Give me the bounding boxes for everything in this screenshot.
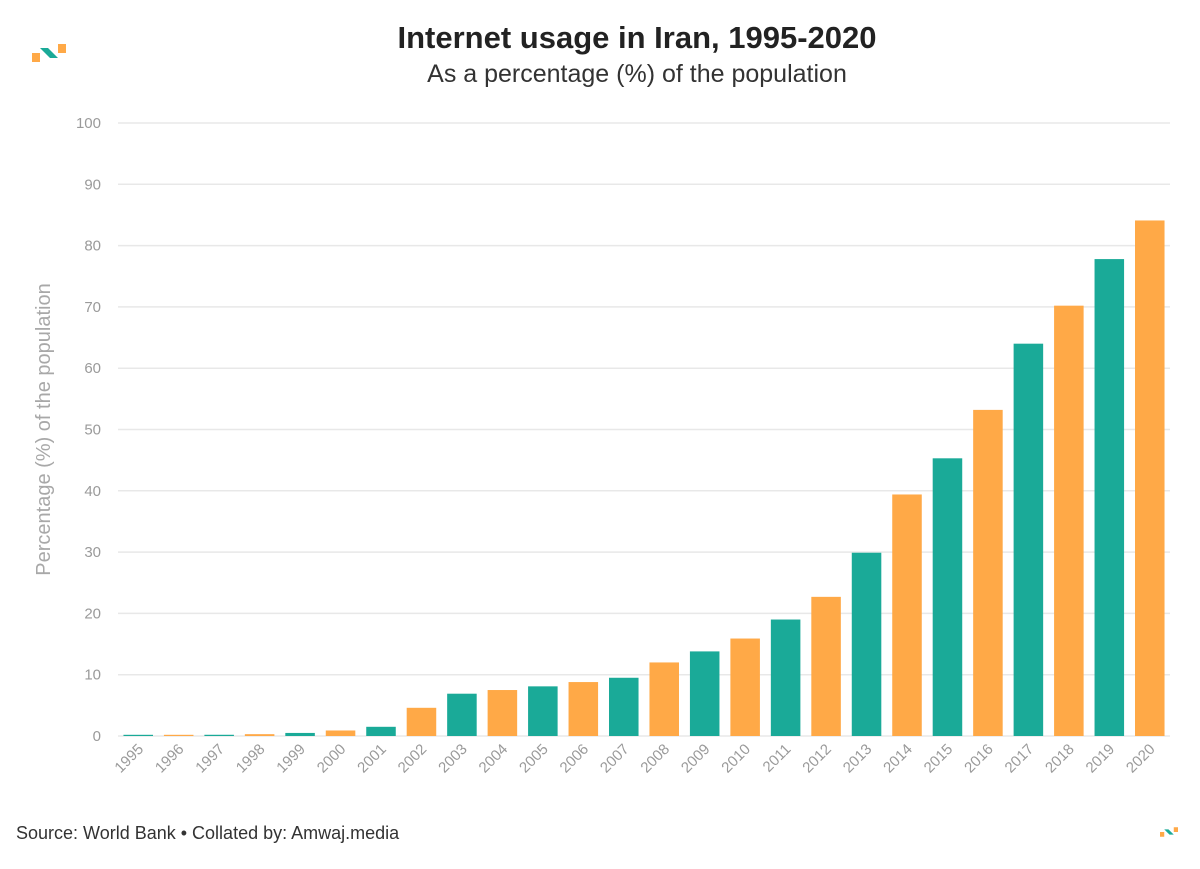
y-tick-label: 20: [84, 605, 101, 622]
bar-2006: [568, 682, 599, 736]
x-tick-label: 1995: [111, 741, 147, 777]
x-tick-label: 2016: [961, 741, 997, 777]
x-tick-label: 2018: [1042, 741, 1078, 777]
bar-2007: [609, 677, 639, 736]
x-tick-label: 2008: [637, 741, 673, 777]
x-tick-label: 2001: [354, 741, 390, 777]
bar-2003: [447, 693, 477, 736]
bar-2012: [811, 596, 841, 736]
bar-2004: [487, 690, 518, 736]
y-tick-label: 70: [84, 299, 101, 316]
x-tick-label: 1998: [233, 741, 269, 777]
bar-1995: [123, 734, 153, 736]
bar-2010: [730, 638, 760, 736]
x-tick-label: 2003: [435, 741, 471, 777]
x-tick-label: 2011: [760, 741, 795, 776]
x-tick-label: 2002: [395, 741, 431, 777]
x-tick-label: 2014: [880, 741, 916, 777]
y-tick-label: 100: [76, 115, 101, 132]
x-tick-label: 1999: [273, 741, 309, 777]
x-tick-label: 2020: [1123, 741, 1159, 777]
bar-1997: [204, 734, 234, 736]
y-tick-label: 10: [84, 667, 101, 684]
x-tick-label: 2000: [314, 741, 350, 777]
bar-1999: [285, 732, 315, 736]
bar-2018: [1054, 305, 1084, 736]
x-tick-label: 2009: [678, 741, 714, 777]
bar-1996: [163, 734, 194, 736]
x-tick-label: 2005: [516, 741, 552, 777]
y-tick-label: 80: [84, 238, 101, 255]
bar-2002: [406, 707, 437, 736]
y-tick-label: 50: [84, 422, 101, 439]
bar-2014: [892, 494, 922, 736]
amwaj-logo-icon: [32, 44, 66, 62]
x-tick-label: 1996: [152, 741, 188, 777]
y-tick-label: 40: [84, 483, 101, 500]
bar-2008: [649, 662, 679, 736]
bar-1998: [244, 734, 275, 736]
y-tick-label: 0: [93, 728, 101, 745]
x-tick-label: 2004: [476, 741, 512, 777]
bar-2013: [851, 552, 882, 736]
x-tick-label: 1997: [192, 741, 228, 777]
bar-2011: [770, 619, 801, 736]
bar-2000: [325, 730, 356, 736]
amwaj-logo-small-icon: [1160, 827, 1178, 837]
y-tick-label: 30: [84, 544, 101, 561]
x-tick-label: 2019: [1083, 741, 1119, 777]
bar-2015: [932, 458, 963, 736]
x-tick-label: 2015: [921, 741, 957, 777]
x-tick-label: 2012: [799, 741, 835, 777]
y-axis-title: Percentage (%) of the population: [33, 283, 55, 575]
y-tick-label: 90: [84, 176, 101, 193]
x-tick-label: 2017: [1002, 741, 1038, 777]
bar-2001: [366, 726, 396, 736]
bar-2005: [528, 686, 558, 736]
x-tick-label: 2013: [840, 741, 876, 777]
bar-2020: [1135, 220, 1165, 737]
chart-title: Internet usage in Iran, 1995-2020: [397, 20, 877, 55]
x-tick-label: 2010: [718, 741, 754, 777]
x-tick-label: 2007: [597, 741, 633, 777]
bar-2017: [1013, 343, 1044, 736]
bar-2009: [689, 651, 720, 736]
bar-2019: [1094, 259, 1125, 736]
bar-2016: [973, 409, 1003, 736]
x-tick-label: 2006: [557, 741, 593, 777]
y-tick-label: 60: [84, 360, 101, 377]
chart-subtitle: As a percentage (%) of the population: [427, 60, 847, 88]
source-caption: Source: World Bank • Collated by: Amwaj.…: [16, 823, 400, 843]
